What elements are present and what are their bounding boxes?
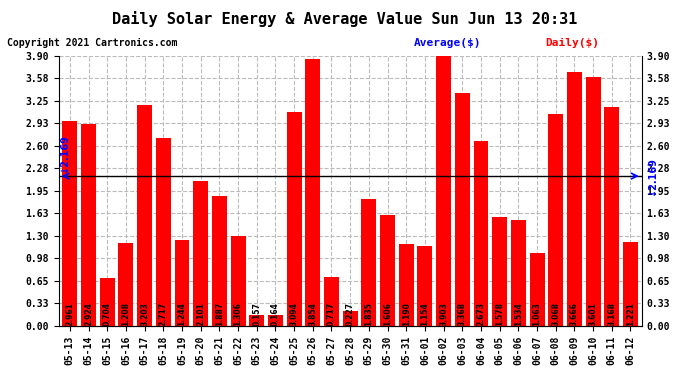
Bar [119, 243, 133, 326]
Bar [249, 315, 264, 326]
Bar [137, 105, 152, 326]
Bar [530, 253, 544, 326]
Bar [492, 217, 507, 326]
Text: 2.101: 2.101 [196, 302, 205, 326]
Bar [604, 107, 620, 326]
Bar [362, 199, 376, 326]
Text: 3.601: 3.601 [589, 302, 598, 326]
Text: 3.094: 3.094 [290, 302, 299, 326]
Text: 1.534: 1.534 [514, 302, 523, 326]
Text: 2.673: 2.673 [477, 302, 486, 326]
Bar [193, 181, 208, 326]
Text: 0.157: 0.157 [253, 302, 262, 326]
Bar [399, 244, 414, 326]
Text: 2.961: 2.961 [66, 302, 75, 326]
Bar [324, 277, 339, 326]
Bar [380, 215, 395, 326]
Text: 3.168: 3.168 [607, 302, 616, 326]
Text: 0.164: 0.164 [271, 302, 280, 326]
Bar [511, 220, 526, 326]
Bar [623, 242, 638, 326]
Text: 3.203: 3.203 [140, 302, 149, 326]
Bar [286, 112, 302, 326]
Bar [305, 59, 320, 326]
Text: 3.854: 3.854 [308, 302, 317, 326]
Bar [175, 240, 190, 326]
Text: 2.924: 2.924 [84, 302, 93, 326]
Bar [212, 196, 227, 326]
Bar [455, 93, 470, 326]
Text: 1.208: 1.208 [121, 302, 130, 326]
Bar [81, 124, 96, 326]
Text: 1.606: 1.606 [383, 302, 392, 326]
Bar [436, 56, 451, 326]
Text: 1.887: 1.887 [215, 301, 224, 326]
Text: ↓2.169: ↓2.169 [647, 157, 658, 195]
Bar [62, 121, 77, 326]
Text: ↓2.169: ↓2.169 [59, 134, 70, 172]
Bar [100, 278, 115, 326]
Bar [417, 246, 433, 326]
Bar [549, 114, 563, 326]
Bar [473, 141, 489, 326]
Bar [343, 310, 357, 326]
Text: 3.368: 3.368 [457, 302, 467, 326]
Text: 3.666: 3.666 [570, 302, 579, 326]
Text: 1.578: 1.578 [495, 302, 504, 326]
Text: 1.244: 1.244 [177, 302, 186, 326]
Text: Average($): Average($) [414, 38, 482, 48]
Text: Daily($): Daily($) [545, 38, 599, 48]
Text: 3.903: 3.903 [439, 302, 448, 326]
Text: 1.190: 1.190 [402, 302, 411, 326]
Text: 1.154: 1.154 [420, 302, 429, 326]
Text: 1.221: 1.221 [626, 302, 635, 326]
Text: 1.063: 1.063 [533, 302, 542, 326]
Text: 0.227: 0.227 [346, 302, 355, 326]
Bar [156, 138, 170, 326]
Text: 2.717: 2.717 [159, 302, 168, 326]
Bar [230, 236, 246, 326]
Text: Daily Solar Energy & Average Value Sun Jun 13 20:31: Daily Solar Energy & Average Value Sun J… [112, 11, 578, 27]
Bar [586, 77, 600, 326]
Text: 1.306: 1.306 [233, 302, 243, 326]
Text: 3.068: 3.068 [551, 302, 560, 326]
Text: Copyright 2021 Cartronics.com: Copyright 2021 Cartronics.com [7, 38, 177, 48]
Bar [268, 315, 283, 326]
Text: 1.835: 1.835 [364, 302, 373, 326]
Text: 0.704: 0.704 [103, 302, 112, 326]
Text: 0.717: 0.717 [327, 302, 336, 326]
Bar [567, 72, 582, 326]
